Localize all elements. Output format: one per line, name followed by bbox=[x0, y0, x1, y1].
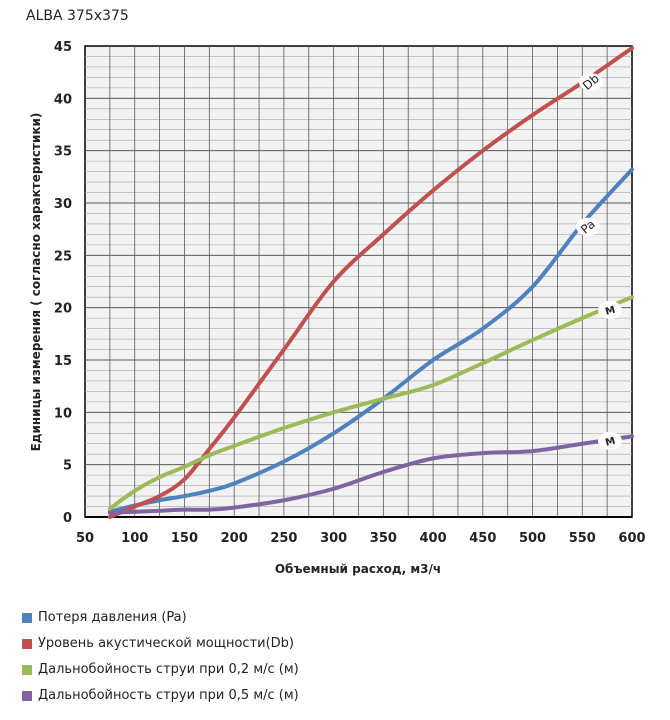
y-tick-label: 20 bbox=[54, 302, 72, 317]
chart: 0 5 10 15 20 25 30 35 40 45 50 100 150 200 250 300 350 40… bbox=[29, 40, 646, 576]
x-tick-label: 300 bbox=[320, 531, 347, 546]
legend-swatch bbox=[22, 690, 32, 701]
legend-item: Потеря давления (Pa) bbox=[22, 610, 187, 625]
x-axis-title: Объемный расход, м3/ч bbox=[275, 562, 441, 576]
x-tick-label: 450 bbox=[469, 531, 496, 546]
legend-label: Дальнобойность струи при 0,2 м/с (м) bbox=[38, 662, 299, 677]
y-tick-label: 45 bbox=[54, 40, 72, 55]
y-tick-label: 25 bbox=[54, 249, 72, 264]
legend-label: Дальнобойность струи при 0,5 м/с (м) bbox=[38, 688, 299, 703]
y-tick-label: 35 bbox=[54, 145, 72, 160]
series-label: M bbox=[604, 305, 617, 318]
series-label-bg bbox=[576, 217, 600, 236]
y-tick-label: 10 bbox=[54, 406, 72, 421]
x-tick-label: 350 bbox=[370, 531, 397, 546]
legend-item: Дальнобойность струи при 0,5 м/с (м) bbox=[22, 688, 299, 703]
y-tick-label: 30 bbox=[54, 197, 72, 212]
x-tick-label: 100 bbox=[121, 531, 148, 546]
y-tick-label: 0 bbox=[63, 511, 72, 526]
x-tick-label: 200 bbox=[221, 531, 248, 546]
series-line-1 bbox=[107, 167, 634, 514]
x-tick-label: 600 bbox=[618, 531, 645, 546]
legend-swatch bbox=[22, 664, 32, 675]
x-tick-label: 50 bbox=[76, 531, 94, 546]
y-tick-label: 40 bbox=[54, 92, 72, 107]
series-line-2 bbox=[107, 46, 634, 519]
legend-item: Уровень акустической мощности(Db) bbox=[22, 636, 294, 651]
legend-label: Потеря давления (Pa) bbox=[38, 610, 187, 625]
y-axis-title: Единицы измерения ( согласно характерист… bbox=[29, 113, 43, 452]
series-label: Pa bbox=[578, 217, 598, 237]
legend-label: Уровень акустической мощности(Db) bbox=[38, 636, 295, 651]
x-tick-label: 500 bbox=[519, 531, 546, 546]
x-tick-label: 550 bbox=[569, 531, 596, 546]
legend-item: Дальнобойность струи при 0,2 м/с (м) bbox=[22, 662, 299, 677]
x-tick-label: 150 bbox=[171, 531, 198, 546]
series-label-bg bbox=[598, 300, 622, 319]
y-tick-label: 15 bbox=[54, 354, 72, 369]
legend-swatch bbox=[22, 638, 32, 649]
x-tick-label: 400 bbox=[420, 531, 447, 546]
x-tick-label: 250 bbox=[270, 531, 297, 546]
y-tick-label: 5 bbox=[63, 459, 72, 474]
series-label: M bbox=[604, 436, 617, 449]
chart-title: ALBA 375x375 bbox=[26, 8, 129, 24]
series-line-4 bbox=[107, 434, 634, 515]
series-label-bg bbox=[579, 73, 603, 92]
legend-swatch bbox=[22, 612, 32, 623]
series-label-bg bbox=[598, 431, 622, 450]
series-line-3 bbox=[107, 295, 634, 511]
